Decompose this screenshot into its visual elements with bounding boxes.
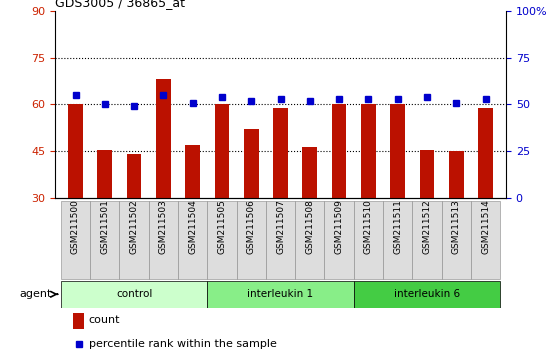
Text: agent: agent	[20, 289, 52, 299]
Bar	[390, 104, 405, 198]
Text: GDS3005 / 36865_at: GDS3005 / 36865_at	[55, 0, 185, 10]
Bar	[383, 201, 412, 279]
Text: GSM211513: GSM211513	[452, 200, 461, 255]
Text: GSM211504: GSM211504	[188, 200, 197, 255]
Bar	[90, 201, 119, 279]
Text: GSM211506: GSM211506	[247, 200, 256, 255]
Bar	[148, 201, 178, 279]
Text: GSM211507: GSM211507	[276, 200, 285, 255]
Bar	[244, 130, 258, 198]
Text: GSM211511: GSM211511	[393, 200, 402, 255]
Text: GSM211502: GSM211502	[130, 200, 139, 255]
Bar	[126, 154, 141, 198]
Bar	[273, 108, 288, 198]
Text: GSM211501: GSM211501	[100, 200, 109, 255]
Text: GSM211505: GSM211505	[217, 200, 227, 255]
Bar	[68, 104, 83, 198]
Bar	[185, 145, 200, 198]
Text: control: control	[116, 289, 152, 299]
Text: interleukin 6: interleukin 6	[394, 289, 460, 299]
Bar	[207, 201, 236, 279]
Bar	[420, 150, 435, 198]
Bar	[354, 280, 500, 308]
Text: interleukin 1: interleukin 1	[248, 289, 314, 299]
Bar	[266, 201, 295, 279]
Bar	[97, 150, 112, 198]
Bar	[354, 201, 383, 279]
Text: GSM211514: GSM211514	[481, 200, 490, 255]
Bar	[478, 108, 493, 198]
Text: GSM211512: GSM211512	[422, 200, 431, 255]
Bar	[61, 280, 207, 308]
Text: GSM211508: GSM211508	[305, 200, 314, 255]
Bar	[119, 201, 148, 279]
Bar	[61, 201, 90, 279]
Bar	[449, 152, 464, 198]
Bar	[214, 104, 229, 198]
Bar	[332, 104, 346, 198]
Text: GSM211509: GSM211509	[334, 200, 344, 255]
Text: GSM211510: GSM211510	[364, 200, 373, 255]
Bar	[178, 201, 207, 279]
Text: count: count	[89, 315, 120, 325]
Bar	[361, 104, 376, 198]
Text: percentile rank within the sample: percentile rank within the sample	[89, 339, 277, 349]
Text: GSM211500: GSM211500	[71, 200, 80, 255]
Bar	[471, 201, 500, 279]
Bar	[236, 201, 266, 279]
Bar	[412, 201, 442, 279]
Text: GSM211503: GSM211503	[159, 200, 168, 255]
Bar	[324, 201, 354, 279]
Bar	[156, 79, 170, 198]
Bar	[73, 313, 84, 329]
Bar	[302, 147, 317, 198]
Bar	[442, 201, 471, 279]
Bar	[295, 201, 324, 279]
Bar	[207, 280, 354, 308]
